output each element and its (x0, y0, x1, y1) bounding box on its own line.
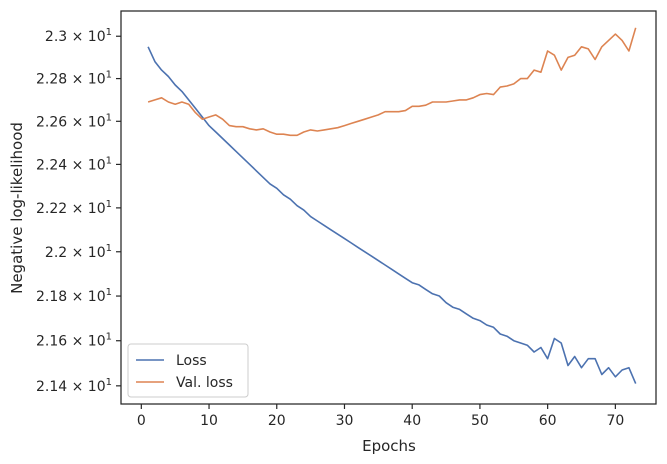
series-layer (147, 27, 637, 384)
legend-box (127, 343, 249, 398)
y-tick-label: 2.14 × 101 (36, 377, 112, 395)
x-tick-label: 70 (606, 413, 624, 429)
plot-frame (120, 10, 657, 405)
y-tick-label: 2.3 × 101 (45, 27, 112, 45)
series-line-val-loss (147, 27, 637, 137)
legend: Loss Val. loss (127, 343, 249, 398)
y-tick-label: 2.2 × 101 (45, 243, 112, 261)
x-tick-label: 0 (137, 413, 146, 429)
x-tick-label: 30 (336, 413, 354, 429)
legend-label-val-loss: Val. loss (176, 375, 233, 391)
y-tick-label: 2.24 × 101 (36, 155, 112, 173)
x-tick-label: 10 (200, 413, 218, 429)
x-tick-label: 40 (403, 413, 421, 429)
y-tick-label: 2.22 × 101 (36, 199, 112, 217)
y-tick-label: 2.18 × 101 (36, 287, 112, 305)
y-tick-label: 2.16 × 101 (36, 332, 112, 350)
series-line-loss (147, 46, 637, 384)
x-tick-label: 50 (471, 413, 489, 429)
x-tick-label: 60 (539, 413, 557, 429)
y-tick-label: 2.28 × 101 (36, 70, 112, 88)
y-axis-ticks: 2.14 × 101 2.16 × 101 2.18 × 101 2.2 × 101 2… (36, 27, 121, 395)
y-axis-label: Negative log-likelihood (8, 122, 26, 294)
x-tick-label: 20 (268, 413, 286, 429)
x-axis-label: Epochs (362, 437, 416, 455)
y-tick-label: 2.26 × 101 (36, 112, 112, 130)
legend-label-loss: Loss (176, 353, 207, 369)
x-axis-ticks: 0 10 20 30 40 50 60 70 (137, 404, 624, 429)
